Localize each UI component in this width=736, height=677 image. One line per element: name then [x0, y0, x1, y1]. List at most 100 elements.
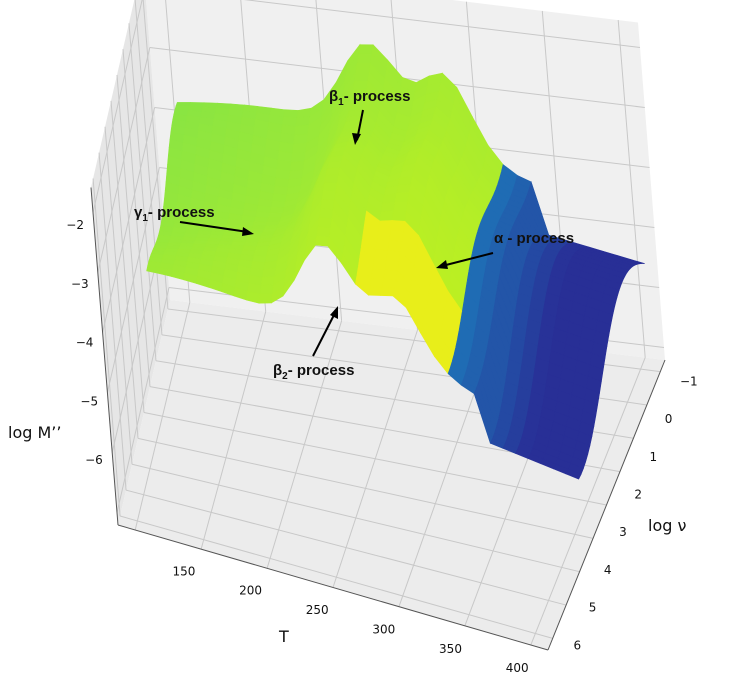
x-axis-label: T — [278, 627, 289, 646]
tick-label: −6 — [85, 453, 103, 467]
surface-cell — [258, 293, 273, 304]
tick-label: −5 — [80, 394, 98, 408]
grid-line — [92, 0, 143, 213]
y-axis-label: log ν — [648, 516, 686, 535]
surface-cell — [354, 72, 370, 82]
surface-cell — [390, 220, 406, 232]
tick-label: −2 — [66, 218, 84, 232]
surface-cell — [381, 278, 397, 289]
surface-cell — [387, 240, 403, 253]
svg-text:α - process: α - process — [494, 230, 574, 247]
surface-cell — [251, 225, 267, 230]
surface-cell — [294, 124, 310, 136]
surface-cell — [327, 160, 342, 169]
surface-cell — [356, 53, 373, 64]
surface-cell — [293, 133, 309, 145]
tick-label: −3 — [71, 277, 89, 291]
surface-cell — [565, 468, 582, 480]
surface-cell — [319, 208, 334, 220]
surface-cell — [391, 210, 407, 222]
tick-label: 300 — [372, 622, 395, 636]
svg-text:β2- process: β2- process — [273, 362, 354, 382]
svg-text:γ1- process: γ1- process — [134, 204, 215, 224]
surface-cell — [383, 269, 399, 281]
surface-mesh — [146, 43, 645, 480]
surface-cell — [252, 221, 268, 227]
surface-cell — [389, 229, 404, 243]
grid-line — [116, 287, 170, 513]
grid-line — [106, 167, 160, 393]
surface-cell — [292, 142, 308, 154]
grid-line — [137, 437, 594, 539]
annotation-alpha: α - process — [436, 230, 574, 269]
surface-cell — [272, 193, 288, 203]
surface-cell — [394, 192, 410, 203]
tick-label: 6 — [574, 638, 582, 652]
surface-cell — [384, 260, 400, 272]
annotation-beta1: β1- process — [329, 88, 410, 145]
surface-cell — [259, 284, 274, 295]
grid-line — [97, 47, 151, 273]
surface-cell — [324, 174, 339, 184]
surface-cell — [253, 250, 269, 257]
grid-line — [110, 100, 139, 439]
surface-cell — [373, 249, 389, 261]
z-axis-label: log M’’ — [8, 423, 61, 442]
grid-line — [617, 20, 646, 358]
grid-line — [119, 515, 553, 639]
surface-cell — [270, 200, 286, 208]
surface-cell — [386, 250, 401, 263]
tick-label: 3 — [619, 525, 627, 539]
surface-cell — [246, 235, 262, 240]
tick-labels: 150 200 250 300 350 400 −1 0 1 2 3 4 5 6 −2 −3 −4 −5 −6 — [66, 218, 697, 675]
surface-cell — [273, 185, 289, 196]
grid-line — [98, 152, 127, 491]
tick-label: 200 — [239, 584, 262, 598]
annotation-beta2: β2- process — [273, 306, 354, 382]
tick-label: 250 — [306, 603, 329, 617]
surface-cell — [317, 217, 333, 229]
grid-line — [102, 107, 156, 333]
surface-cell — [379, 210, 395, 222]
surface-cell — [262, 267, 277, 278]
surface-cell — [315, 235, 330, 247]
grid-line — [116, 74, 145, 413]
surface-cell — [269, 207, 285, 214]
surface-cell — [254, 245, 270, 252]
box-edge — [90, 187, 119, 526]
surface-cell — [325, 167, 341, 176]
surface-cell — [316, 226, 331, 238]
grid-line — [128, 23, 157, 361]
surface-cell — [368, 286, 383, 296]
grid-line — [134, 0, 163, 335]
surface-cell — [261, 276, 276, 286]
surface-cell — [378, 220, 393, 231]
surface-cell — [372, 259, 388, 271]
svg-text:β1- process: β1- process — [329, 88, 410, 108]
surface-cell — [380, 287, 395, 297]
surface-cell — [249, 229, 265, 234]
surface-cell — [376, 230, 392, 241]
grid-line — [243, 0, 641, 48]
grid-line — [131, 463, 580, 573]
surface-cell — [369, 278, 385, 288]
annotation-gamma1: γ1- process — [134, 204, 254, 236]
surface-cell — [256, 241, 272, 247]
surface-cell — [396, 183, 412, 194]
grid-line — [125, 489, 567, 606]
surface-cell — [375, 239, 390, 251]
tick-label: −4 — [76, 336, 94, 350]
surface-cell — [358, 44, 374, 55]
surface-cell — [320, 199, 335, 210]
surface-cell — [380, 201, 396, 213]
tick-label: 400 — [506, 661, 529, 675]
surface-cell — [253, 216, 269, 223]
box-edge — [117, 524, 549, 651]
tick-label: 0 — [665, 412, 673, 426]
surface-cell — [355, 62, 371, 73]
tick-label: 350 — [439, 642, 462, 656]
tick-label: 4 — [604, 563, 612, 577]
surface-cell — [393, 201, 409, 212]
tick-label: 5 — [589, 601, 597, 615]
grid-line — [143, 412, 607, 506]
